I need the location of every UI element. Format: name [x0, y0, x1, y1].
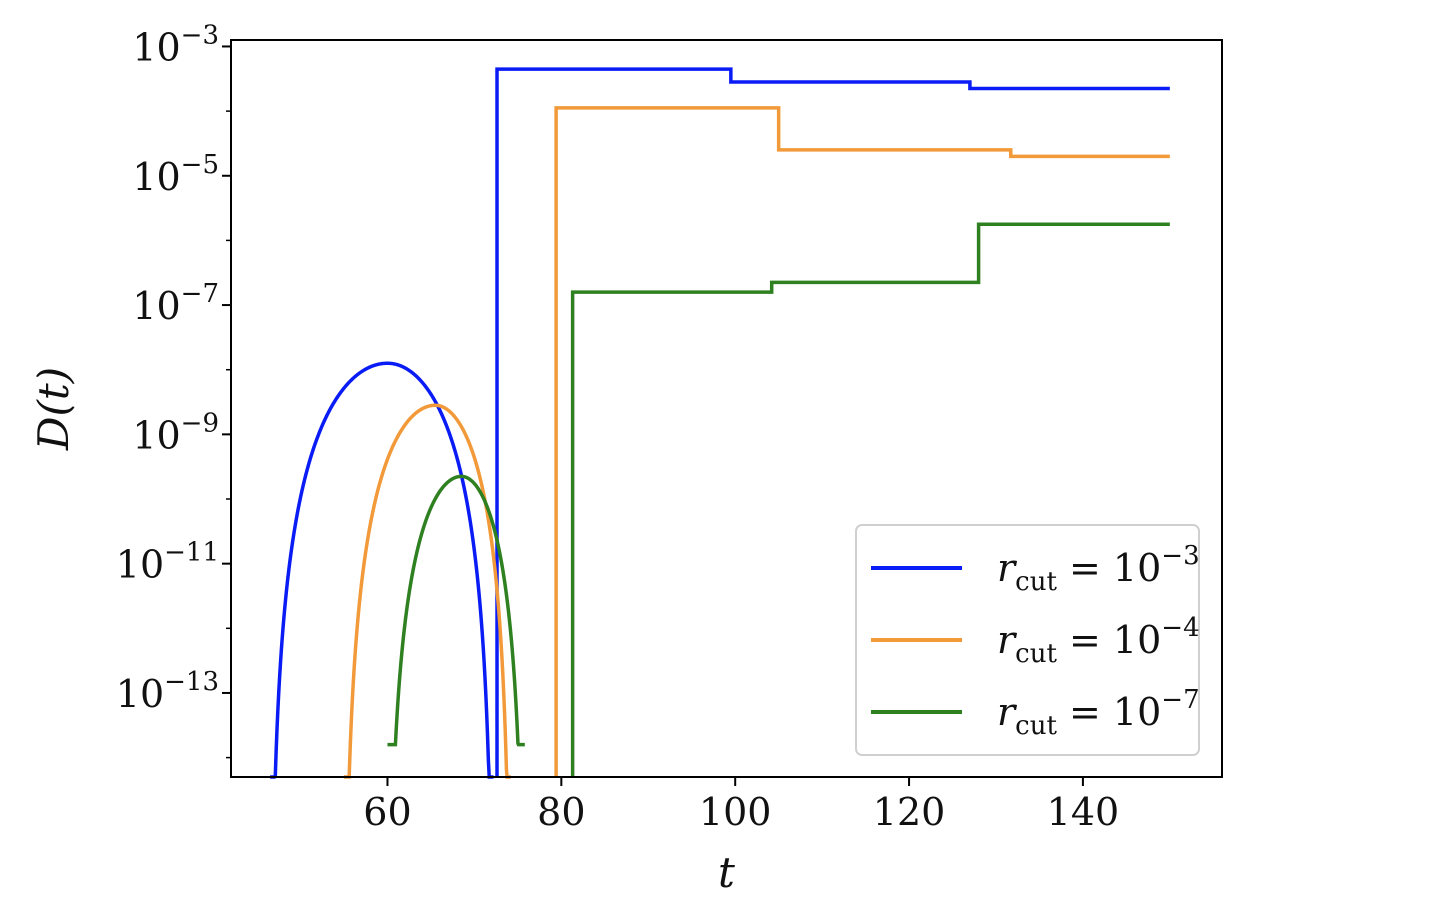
legend-entry-1: rcut = 10−3	[997, 541, 1200, 597]
x-axis-label: t	[718, 848, 735, 897]
series-arc-2	[344, 403, 511, 779]
x-tick-label: 120	[873, 790, 946, 834]
y-tick-label: 10−9	[132, 408, 219, 457]
x-tick-label: 100	[699, 790, 772, 834]
series-layer	[270, 67, 1170, 779]
series-steps-2	[554, 106, 1170, 777]
x-axis: 60 80 100 120 140	[363, 777, 1119, 834]
x-tick-label: 140	[1047, 790, 1120, 834]
y-axis-label: D(t)	[29, 367, 78, 451]
y-axis: 10−3 10−5 10−7 10−9 10−11 10−13	[116, 20, 231, 759]
y-tick-label: 10−11	[116, 538, 219, 587]
x-tick-label: 60	[363, 790, 411, 834]
legend-entry-2: rcut = 10−4	[997, 613, 1200, 669]
y-tick-label: 10−5	[132, 150, 219, 199]
series-arc-1	[270, 361, 494, 779]
y-tick-label: 10−7	[132, 279, 219, 328]
series-arc-3	[387, 474, 525, 747]
y-tick-label: 10−13	[116, 667, 219, 716]
plot-frame	[230, 39, 1223, 778]
series-steps-3	[570, 222, 1170, 777]
legend-box	[855, 524, 1200, 756]
x-tick-label: 80	[537, 790, 585, 834]
series-steps-1	[495, 67, 1170, 777]
legend-entry-3: rcut = 10−7	[997, 685, 1200, 741]
y-tick-label: 10−3	[132, 20, 219, 69]
legend: rcut = 10−3 rcut = 10−4 rcut = 10−7	[855, 524, 1200, 756]
